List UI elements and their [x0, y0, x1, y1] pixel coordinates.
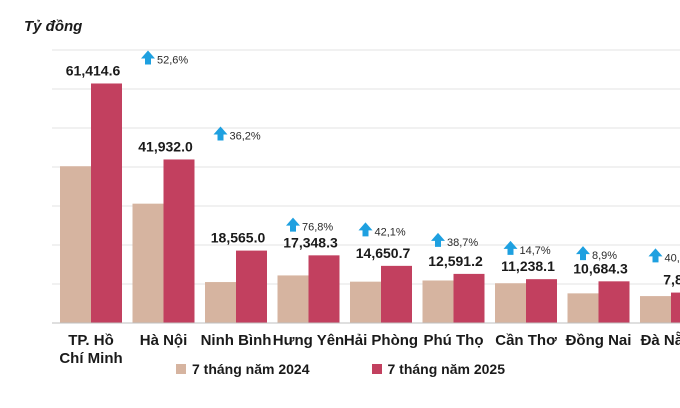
category-label: Đồng Nai [566, 332, 632, 349]
value-label: 7,8 [663, 272, 680, 288]
up-arrow-icon [286, 217, 300, 232]
bar-2025 [453, 273, 485, 323]
growth-label: 40,8% [665, 252, 680, 264]
bar-2025 [236, 250, 267, 323]
bar-2024 [132, 203, 164, 323]
bar-2024 [422, 280, 454, 323]
growth-annotations: 52,6% 36,2% 76,8% 42,1% 38,7% 14,7% 8,9% 40,8% 1… [141, 50, 680, 264]
growth-label: 42,1% [375, 226, 406, 238]
growth-label: 38,7% [447, 237, 478, 249]
y-axis-unit-label: Tỷ đồng [24, 18, 83, 35]
category-label: Đà Nẵng [641, 332, 680, 349]
legend-swatch-2024 [176, 364, 186, 374]
up-arrow-icon [213, 126, 228, 141]
category-label: Chí Minh [59, 350, 122, 367]
value-label: 61,414.6 [66, 62, 121, 78]
value-label: 10,684.3 [573, 260, 628, 276]
bar-2024 [277, 275, 309, 323]
category-label: Phú Thọ [424, 332, 484, 349]
legend-swatch-2025 [371, 364, 382, 374]
bar-2025 [163, 159, 195, 323]
bar-2024 [640, 296, 671, 323]
legend: 7 tháng năm 2024 7 tháng năm 2025 [176, 361, 505, 377]
bar-2024 [205, 282, 236, 323]
value-label: 12,591.2 [428, 253, 483, 269]
bar-2024 [60, 166, 91, 323]
growth-label: 52,6% [157, 54, 188, 66]
bar-2025 [598, 281, 630, 323]
up-arrow-icon [648, 248, 663, 263]
category-label: Hải Phòng [344, 332, 418, 349]
category-label: Cần Thơ [495, 332, 557, 349]
bar-2024 [567, 293, 599, 323]
bar-2025 [308, 255, 340, 323]
legend-label-2024: 7 tháng năm 2024 [192, 361, 310, 377]
growth-label: 76,8% [302, 222, 333, 234]
growth-label: 14,7% [520, 245, 551, 257]
legend-item-2024: 7 tháng năm 2024 [176, 361, 310, 377]
up-arrow-icon [141, 50, 155, 65]
value-label: 18,565.0 [211, 230, 266, 246]
growth-label: 8,9% [592, 250, 617, 262]
bar-2025 [526, 279, 557, 323]
value-label: 11,238.1 [501, 258, 555, 274]
legend-label-2025: 7 tháng năm 2025 [387, 361, 506, 377]
up-arrow-icon [358, 222, 373, 237]
bar-2024 [350, 281, 381, 323]
bar-2025 [671, 292, 680, 323]
value-label: 41,932.0 [138, 138, 193, 154]
bar-2025 [381, 265, 412, 323]
growth-label: 36,2% [230, 130, 261, 142]
category-label: Hưng Yên [273, 332, 344, 349]
up-arrow-icon [431, 232, 445, 247]
bar-2024 [495, 283, 526, 323]
category-label: Ninh Bình [201, 332, 272, 349]
up-arrow-icon [503, 240, 518, 255]
legend-item-2025: 7 tháng năm 2025 [371, 361, 506, 377]
value-label: 17,348.3 [283, 234, 338, 250]
value-label: 14,650.7 [356, 245, 411, 261]
value-labels: 61,414.6 41,932.0 18,565.0 17,348.3 14,650.7… [66, 62, 680, 287]
bars [60, 83, 680, 323]
category-label: TP. Hồ [68, 332, 114, 349]
up-arrow-icon [576, 246, 590, 261]
category-label: Hà Nội [140, 332, 188, 349]
bar-2025 [91, 83, 122, 323]
